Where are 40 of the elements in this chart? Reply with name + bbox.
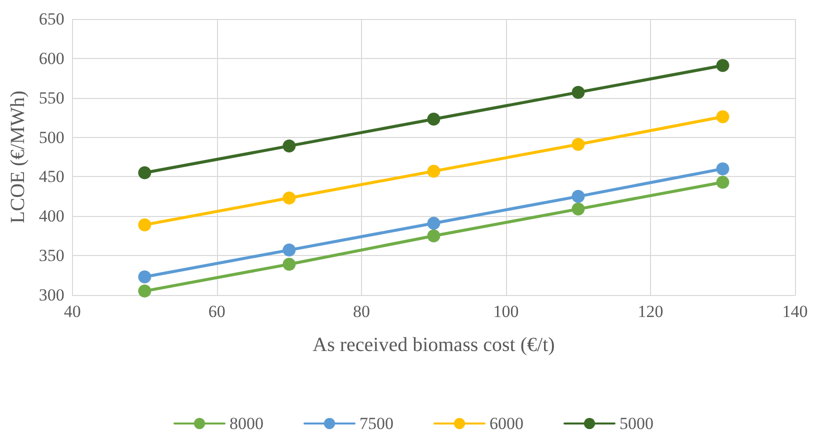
point	[427, 229, 440, 242]
y-tick-label: 450	[38, 167, 64, 186]
point	[427, 216, 440, 230]
point	[282, 244, 296, 257]
y-tick-label: 350	[38, 246, 64, 266]
point	[138, 166, 152, 180]
x-axis-title: As received biomass cost (€/t)	[312, 334, 555, 356]
y-tick-label: 500	[38, 128, 64, 147]
point	[572, 86, 585, 99]
y-tick-label: 600	[38, 48, 64, 68]
y-tick-label: 650	[38, 10, 64, 28]
x-tick-label: 120	[638, 302, 664, 321]
point	[138, 218, 152, 232]
point	[716, 59, 730, 72]
y-tick-label: 550	[38, 88, 64, 108]
legend-label: 6000	[490, 414, 524, 433]
point	[138, 284, 152, 298]
point	[427, 112, 440, 126]
y-tick-label: 300	[38, 286, 64, 304]
point	[282, 192, 296, 204]
legend-label: 7500	[360, 414, 394, 433]
point	[572, 202, 585, 216]
y-tick-label: 400	[38, 206, 64, 226]
x-tick-label: 100	[493, 302, 519, 321]
point	[427, 164, 440, 178]
x-tick-label: 140	[782, 302, 808, 321]
legend-label: 8000	[230, 414, 264, 433]
point	[282, 139, 296, 152]
point	[716, 176, 730, 189]
point	[716, 162, 730, 176]
point	[716, 110, 730, 124]
x-tick-label: 80	[352, 302, 370, 321]
point	[572, 190, 585, 203]
point	[282, 258, 296, 271]
x-tick-label: 60	[208, 302, 226, 321]
point	[572, 138, 585, 151]
legend-label: 5000	[620, 414, 654, 433]
point	[138, 270, 152, 284]
y-axis-title: LCOE (€/MWh)	[7, 90, 29, 224]
x-tick-label: 40	[64, 302, 81, 321]
